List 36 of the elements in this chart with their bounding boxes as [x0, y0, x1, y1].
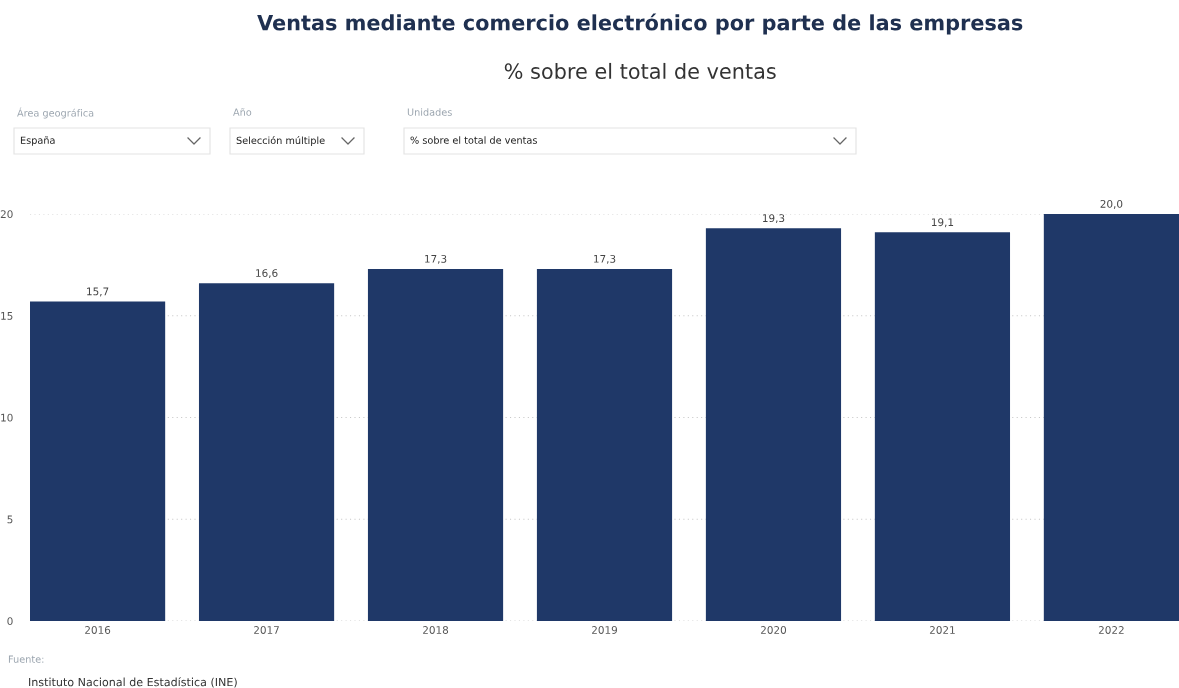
- y-tick-label: 20: [0, 210, 13, 219]
- data-label: 20,0: [1100, 199, 1123, 209]
- x-tick-label: 2019: [592, 626, 618, 634]
- x-tick-label: 2017: [254, 626, 279, 634]
- bar: [874, 232, 1011, 621]
- y-tick-label: 15: [1, 312, 13, 320]
- data-label: 19,1: [931, 218, 954, 228]
- chart-title: Ventas mediante comercio electrónico por parte de las empresas: [257, 13, 1023, 35]
- x-tick-label: 2016: [85, 626, 111, 634]
- text: Instituto Nacional de Estadística (INE): [29, 677, 237, 688]
- text: Año: [233, 108, 252, 116]
- x-tick-label: 2021: [929, 626, 955, 634]
- text: Unidades: [407, 108, 452, 116]
- text: España: [20, 136, 55, 146]
- y-tick-label: 5: [7, 515, 13, 524]
- x-tick-label: 2018: [423, 626, 449, 634]
- bar: [367, 268, 504, 621]
- y-tick-label: 10: [1, 413, 13, 422]
- text: Área geográfica: [17, 107, 94, 119]
- x-tick-label: 2020: [760, 626, 787, 634]
- text: % sobre el total de ventas: [410, 136, 537, 144]
- text: Selección múltiple: [236, 136, 325, 146]
- data-label: 17,3: [425, 254, 447, 264]
- bar: [705, 228, 842, 621]
- data-label: 16,6: [256, 269, 278, 279]
- bar: [1043, 214, 1179, 621]
- bar: [30, 301, 166, 621]
- data-label: 15,7: [87, 287, 109, 297]
- data-label: 17,3: [594, 254, 616, 264]
- x-tick-label: 2022: [1098, 626, 1124, 634]
- bar: [536, 268, 673, 621]
- chart-subtitle: % sobre el total de ventas: [504, 62, 776, 80]
- bar: [198, 283, 335, 621]
- source-note: Fuente:: [8, 655, 44, 663]
- data-label: 19,3: [763, 214, 785, 224]
- y-tick-label: 0: [7, 617, 13, 626]
